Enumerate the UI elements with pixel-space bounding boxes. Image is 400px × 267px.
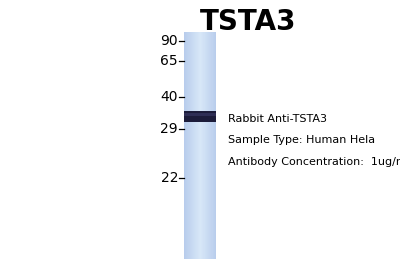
Bar [211, 32, 212, 259]
Bar [198, 32, 199, 259]
Bar [214, 32, 215, 259]
Bar [184, 111, 216, 122]
Bar [215, 32, 216, 259]
Bar [203, 32, 204, 259]
Text: 22: 22 [160, 171, 178, 184]
Bar [204, 32, 205, 259]
Text: 29: 29 [160, 123, 178, 136]
Bar [188, 32, 189, 259]
Text: Rabbit Anti-TSTA3: Rabbit Anti-TSTA3 [228, 114, 327, 124]
Bar [191, 32, 192, 259]
Bar [205, 32, 206, 259]
Bar [200, 32, 201, 259]
Text: TSTA3: TSTA3 [200, 8, 296, 36]
Bar [196, 32, 197, 259]
Bar [184, 32, 185, 259]
Text: Antibody Concentration:  1ug/mL: Antibody Concentration: 1ug/mL [228, 156, 400, 167]
Bar [199, 32, 200, 259]
Bar [213, 32, 214, 259]
Bar [207, 32, 208, 259]
Text: 40: 40 [160, 91, 178, 104]
Bar [194, 32, 195, 259]
Bar [184, 113, 216, 116]
Bar [212, 32, 213, 259]
Bar [185, 32, 186, 259]
Text: Sample Type: Human Hela: Sample Type: Human Hela [228, 135, 375, 145]
Bar [206, 32, 207, 259]
Bar [195, 32, 196, 259]
Bar [209, 32, 210, 259]
Bar [193, 32, 194, 259]
Bar [197, 32, 198, 259]
Bar [189, 32, 190, 259]
Bar [192, 32, 193, 259]
Bar [190, 32, 191, 259]
Bar [186, 32, 187, 259]
Bar [187, 32, 188, 259]
Text: 65: 65 [160, 54, 178, 68]
Text: 90: 90 [160, 34, 178, 48]
Bar [201, 32, 202, 259]
Bar [202, 32, 203, 259]
Bar [210, 32, 211, 259]
Bar [208, 32, 209, 259]
